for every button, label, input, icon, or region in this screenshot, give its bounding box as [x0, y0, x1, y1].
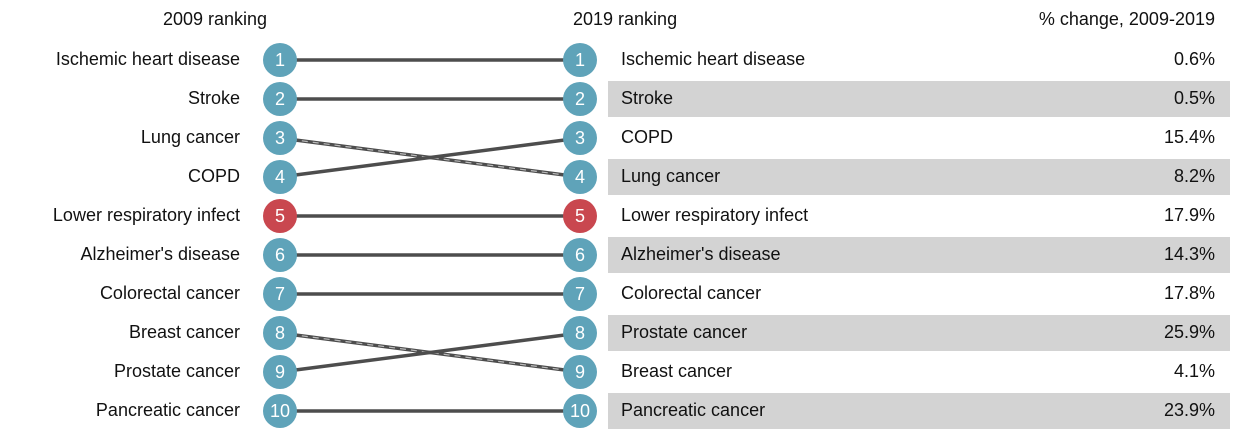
rank-connector [279, 136, 581, 179]
change-title: % change, 2009-2019 [1039, 9, 1215, 29]
change-value: 0.5% [1174, 88, 1215, 108]
rank-2009: 7 [275, 284, 285, 304]
name-2019: Lung cancer [621, 166, 720, 186]
rank-circle-2019 [563, 394, 597, 428]
rank-circle-2009 [263, 316, 297, 350]
name-2009: COPD [188, 166, 240, 186]
name-2009: Ischemic heart disease [56, 49, 240, 69]
change-value: 4.1% [1174, 361, 1215, 381]
rank-2009: 6 [275, 245, 285, 265]
change-value: 17.8% [1164, 283, 1215, 303]
rank-circle-2009 [263, 43, 297, 77]
rank-2019: 5 [575, 206, 585, 226]
rank-2019: 1 [575, 50, 585, 70]
rank-2009: 2 [275, 89, 285, 109]
rank-2009: 10 [270, 401, 290, 421]
name-2009: Stroke [188, 88, 240, 108]
name-2009: Pancreatic cancer [96, 400, 240, 420]
rank-circle-2019 [563, 121, 597, 155]
change-value: 25.9% [1164, 322, 1215, 342]
change-value: 17.9% [1164, 205, 1215, 225]
rank-circle-2009 [263, 160, 297, 194]
change-value: 23.9% [1164, 400, 1215, 420]
name-2009: Lung cancer [141, 127, 240, 147]
name-2009: Colorectal cancer [100, 283, 240, 303]
change-value: 15.4% [1164, 127, 1215, 147]
rank-circle-2019 [563, 355, 597, 389]
rank-circle-2019 [563, 199, 597, 233]
name-2019: Colorectal cancer [621, 283, 761, 303]
rank-2019: 7 [575, 284, 585, 304]
name-2009: Breast cancer [129, 322, 240, 342]
name-2009: Lower respiratory infect [53, 205, 240, 225]
rank-2009: 3 [275, 128, 285, 148]
change-value: 8.2% [1174, 166, 1215, 186]
rank-2019: 4 [575, 167, 585, 187]
right-title: 2019 ranking [573, 9, 677, 29]
rank-circle-2019 [563, 43, 597, 77]
rank-circle-2009 [263, 394, 297, 428]
rank-2019: 3 [575, 128, 585, 148]
change-value: 0.6% [1174, 49, 1215, 69]
rank-circle-2019 [563, 82, 597, 116]
name-2019: Lower respiratory infect [621, 205, 808, 225]
name-2019: Pancreatic cancer [621, 400, 765, 420]
rank-circle-2009 [263, 82, 297, 116]
name-2019: Ischemic heart disease [621, 49, 805, 69]
rank-circle-2009 [263, 238, 297, 272]
rank-2009: 5 [275, 206, 285, 226]
rank-circle-2019 [563, 160, 597, 194]
rank-circle-2009 [263, 199, 297, 233]
name-2019: Alzheimer's disease [621, 244, 781, 264]
name-2009: Prostate cancer [114, 361, 240, 381]
name-2019: Breast cancer [621, 361, 732, 381]
change-value: 14.3% [1164, 244, 1215, 264]
rank-2009: 1 [275, 50, 285, 70]
rank-2019: 6 [575, 245, 585, 265]
rank-2019: 8 [575, 323, 585, 343]
rank-2009: 9 [275, 362, 285, 382]
rank-connector [279, 331, 581, 374]
rank-2019: 2 [575, 89, 585, 109]
row-band [608, 81, 1230, 117]
row-band [608, 159, 1230, 195]
name-2019: COPD [621, 127, 673, 147]
rank-circle-2019 [563, 238, 597, 272]
rank-2009: 8 [275, 323, 285, 343]
row-band [608, 393, 1230, 429]
rank-circle-2009 [263, 355, 297, 389]
rank-2019: 9 [575, 362, 585, 382]
left-title: 2009 ranking [163, 9, 267, 29]
rank-2009: 4 [275, 167, 285, 187]
row-band [608, 315, 1230, 351]
rank-circle-2019 [563, 277, 597, 311]
rank-2019: 10 [570, 401, 590, 421]
rank-circle-2009 [263, 277, 297, 311]
name-2009: Alzheimer's disease [80, 244, 240, 264]
name-2019: Prostate cancer [621, 322, 747, 342]
name-2019: Stroke [621, 88, 673, 108]
rank-circle-2009 [263, 121, 297, 155]
row-band [608, 237, 1230, 273]
rank-circle-2019 [563, 316, 597, 350]
